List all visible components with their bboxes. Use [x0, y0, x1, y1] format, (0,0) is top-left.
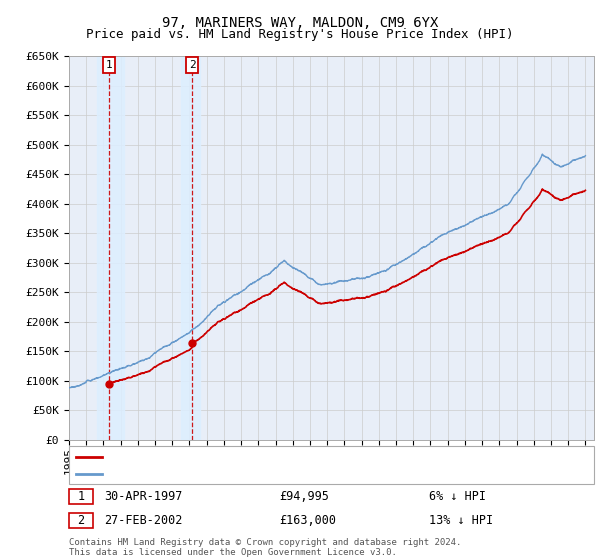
Text: 97, MARINERS WAY, MALDON, CM9 6YX: 97, MARINERS WAY, MALDON, CM9 6YX	[162, 16, 438, 30]
Text: Price paid vs. HM Land Registry's House Price Index (HPI): Price paid vs. HM Land Registry's House …	[86, 28, 514, 41]
Text: 1: 1	[77, 490, 85, 503]
Text: Contains HM Land Registry data © Crown copyright and database right 2024.
This d: Contains HM Land Registry data © Crown c…	[69, 538, 461, 557]
Text: 1: 1	[106, 60, 112, 70]
Text: 27-FEB-2002: 27-FEB-2002	[104, 514, 182, 527]
Bar	[97, 56, 124, 440]
Text: 6% ↓ HPI: 6% ↓ HPI	[429, 490, 486, 503]
Bar	[181, 56, 200, 440]
Text: £163,000: £163,000	[279, 514, 336, 527]
Text: £94,995: £94,995	[279, 490, 329, 503]
Text: 2: 2	[77, 514, 85, 527]
Text: 2: 2	[188, 60, 196, 70]
Text: 97, MARINERS WAY, MALDON, CM9 6YX (detached house): 97, MARINERS WAY, MALDON, CM9 6YX (detac…	[108, 452, 433, 462]
Text: HPI: Average price, detached house, Maldon: HPI: Average price, detached house, Mald…	[108, 469, 381, 479]
Text: 30-APR-1997: 30-APR-1997	[104, 490, 182, 503]
Text: 13% ↓ HPI: 13% ↓ HPI	[429, 514, 493, 527]
